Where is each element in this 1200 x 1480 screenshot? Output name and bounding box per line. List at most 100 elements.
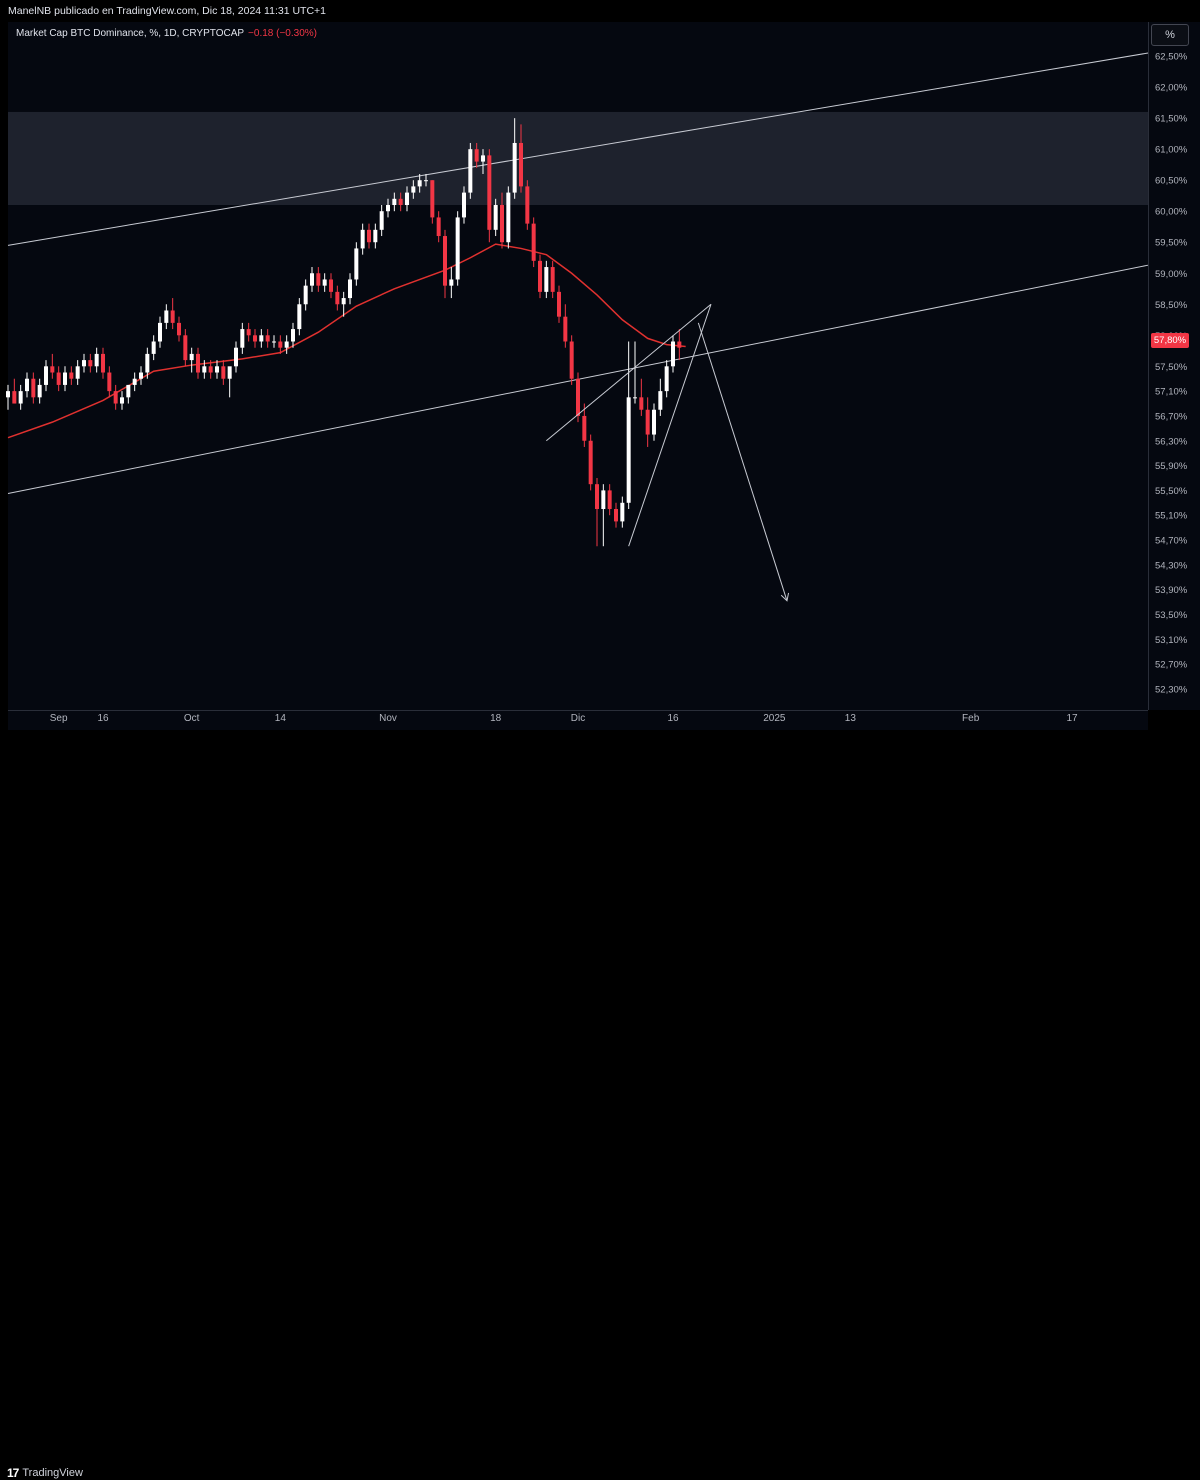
candle-body xyxy=(215,366,219,373)
x-axis-tick-label: 16 xyxy=(97,713,109,724)
candle-body xyxy=(189,353,194,361)
candle-body xyxy=(297,304,302,330)
y-axis-tick-label: 53,50% xyxy=(1155,610,1188,621)
tradingview-brand[interactable]: 17 TradingView xyxy=(7,1466,83,1480)
candle-body xyxy=(246,329,251,336)
candle-body xyxy=(101,353,105,373)
y-axis-tick-label: 52,70% xyxy=(1155,660,1188,671)
time-axis[interactable] xyxy=(8,710,1148,731)
candle-body xyxy=(582,415,587,441)
candle-body xyxy=(493,205,498,230)
candle-body xyxy=(158,322,162,342)
candle-body xyxy=(37,384,42,398)
candle-body xyxy=(474,149,479,162)
candle-body xyxy=(107,372,112,392)
candle-body xyxy=(221,366,226,379)
y-axis-tick-label: 59,50% xyxy=(1155,238,1188,249)
candle-body xyxy=(354,248,359,280)
candle-body xyxy=(88,360,93,367)
wedge-upper-line xyxy=(546,303,712,442)
candle-body xyxy=(139,372,143,379)
candle-body xyxy=(234,347,238,367)
candle-body xyxy=(607,490,612,509)
footer-bar: 17 TradingView xyxy=(0,730,1200,1480)
candle-body xyxy=(291,329,295,342)
candle-body xyxy=(563,316,568,342)
candle-body xyxy=(132,378,137,385)
candle-body xyxy=(303,285,308,305)
candle-body xyxy=(202,366,207,373)
percent-scale-button[interactable]: % xyxy=(1151,24,1189,46)
candle-body xyxy=(151,341,156,354)
symbol-legend[interactable]: Market Cap BTC Dominance, %, 1D, CRYPTOC… xyxy=(16,28,317,39)
y-axis-tick-label: 55,90% xyxy=(1155,461,1188,472)
last-price-label: 57,80% xyxy=(1151,333,1189,348)
candle-body xyxy=(500,205,504,243)
candle-body xyxy=(677,341,682,348)
candle-body xyxy=(626,397,631,503)
candle-body xyxy=(443,236,447,286)
y-axis-tick-label: 53,90% xyxy=(1155,585,1188,596)
price-chart: 62,50% 62,00% 61,50% 61,00% 60,50% 60,00% 59,5… xyxy=(6,52,1188,724)
x-axis-tick-label: 17 xyxy=(1066,713,1078,724)
y-axis-tick-label: 52,30% xyxy=(1155,684,1188,695)
candle-body xyxy=(183,335,188,361)
candle-body xyxy=(278,341,283,348)
candle-body xyxy=(633,397,637,399)
candle-body xyxy=(512,142,517,193)
brand-name: TradingView xyxy=(22,1467,83,1479)
candle-body xyxy=(177,322,181,336)
candle-body xyxy=(341,298,346,305)
candle-body xyxy=(6,391,10,398)
candle-body xyxy=(576,378,580,416)
candle-body xyxy=(614,508,618,522)
candle-body xyxy=(18,391,23,404)
candle-body xyxy=(652,409,656,435)
candle-body xyxy=(335,291,340,305)
candle-body xyxy=(208,366,213,373)
projection-arrow-line xyxy=(697,322,788,601)
candle-body xyxy=(658,391,663,410)
y-axis-tick-label: 53,10% xyxy=(1155,635,1188,646)
candle-body xyxy=(531,223,536,261)
y-axis-tick-label: 54,30% xyxy=(1155,560,1188,571)
resistance-zone xyxy=(8,111,1148,206)
candle-body xyxy=(44,366,48,385)
channel-upper-line xyxy=(7,52,1149,246)
candle-body xyxy=(506,192,511,243)
candle-body xyxy=(386,205,390,212)
y-axis-tick-label: 61,50% xyxy=(1155,114,1188,125)
candle-body xyxy=(411,186,416,193)
candle-body xyxy=(639,397,644,410)
tradingview-logo-icon: 17 xyxy=(7,1466,19,1480)
x-axis-tick-label: Feb xyxy=(962,713,980,724)
candle-body xyxy=(50,366,55,373)
candle-body xyxy=(360,229,365,249)
candle-body xyxy=(272,341,276,343)
candle-body xyxy=(424,180,428,182)
candle-body xyxy=(645,409,650,435)
candle-body xyxy=(417,180,422,187)
candle-body xyxy=(75,366,80,379)
y-axis-tick-label: 57,10% xyxy=(1155,387,1188,398)
y-axis-tick-label: 60,50% xyxy=(1155,176,1188,187)
x-axis-tick-label: Dic xyxy=(571,713,585,724)
candle-body xyxy=(544,267,549,292)
candle-body xyxy=(664,366,669,392)
x-axis-tick-label: 14 xyxy=(275,713,287,724)
price-axis[interactable] xyxy=(1148,22,1200,710)
symbol-title: Market Cap BTC Dominance, %, 1D, CRYPTOC… xyxy=(16,28,245,39)
candle-body xyxy=(379,211,384,230)
x-axis-tick-label: 2025 xyxy=(763,713,786,724)
candle-body xyxy=(519,142,523,187)
candle-body xyxy=(348,279,352,299)
published-by-text: ManelNB publicado en TradingView.com, Di… xyxy=(8,5,327,17)
candle-body xyxy=(82,360,86,367)
candle-body xyxy=(94,353,99,367)
candle-body xyxy=(253,335,257,342)
candle-body xyxy=(170,310,175,323)
candle-body xyxy=(240,329,245,348)
projection-arrow-head xyxy=(780,592,790,602)
publish-bar: ManelNB publicado en TradingView.com, Di… xyxy=(0,0,1200,22)
wedge-lower-line xyxy=(628,304,712,547)
